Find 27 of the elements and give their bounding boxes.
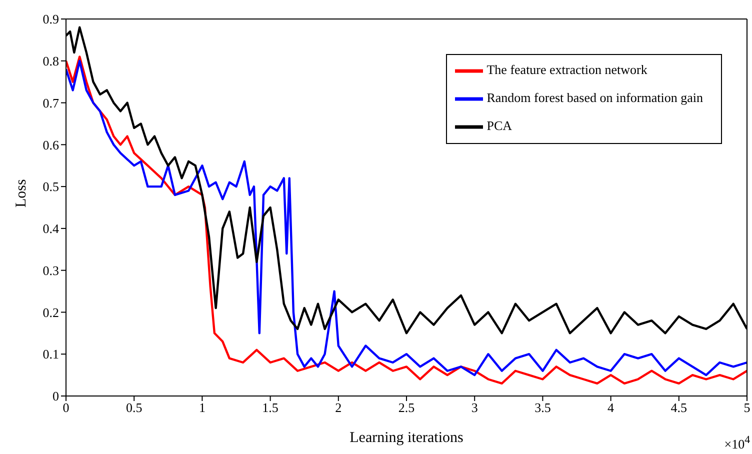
legend-label: PCA [486,118,512,133]
legend-label: Random forest based on information gain [486,90,703,105]
y-tick-label: 0.2 [42,304,59,320]
x-tick-label: 1.5 [262,400,278,416]
x-tick-label: 0.5 [126,400,142,416]
x-tick-label: 2.5 [398,400,415,416]
y-tick-label: 0.6 [42,137,60,152]
y-tick-label: 0.4 [42,221,60,236]
y-tick-label: 0.8 [42,54,59,69]
x-tick-label: 3.5 [534,400,551,416]
x-tick-label: 5 [744,400,750,416]
y-tick-label: 0.5 [42,179,59,194]
x-tick-label: 4.5 [670,400,688,416]
y-tick-label: 0 [52,388,59,404]
x-tick-label: 0 [62,400,70,416]
y-axis-title: Loss [13,179,30,208]
y-tick-label: 0.1 [42,346,59,362]
x-axis-title: Learning iterations [350,430,464,446]
legend-label: The feature extraction network [486,62,648,77]
x-tick-label: 1 [198,400,206,416]
y-tick-label: 0.9 [42,12,59,27]
y-tick-label: 0.3 [42,262,59,278]
x-tick-label: 3 [471,400,478,416]
x-tick-label: 2 [335,400,342,416]
x-tick-label: 4 [608,400,615,416]
y-tick-label: 0.7 [42,95,60,110]
text: ×10$^{4}$ [724,434,750,452]
